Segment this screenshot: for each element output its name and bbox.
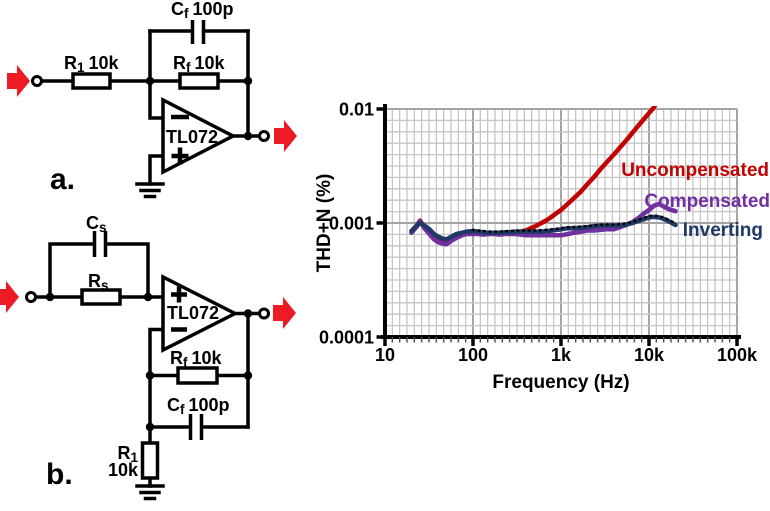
- x-tick-label: 100k: [717, 345, 758, 365]
- circuit-b: Cs Rs TL072 Rf 10k Cf 100p R1 10k b.: [25, 213, 270, 501]
- panel-label-b: b.: [46, 458, 73, 491]
- junction-dot: [145, 76, 155, 86]
- label-rf-b: Rf 10k: [170, 348, 223, 370]
- label-rf-a: Rf 10k: [173, 53, 226, 75]
- chart-curves: [409, 106, 678, 247]
- resistor-r1-a: [71, 72, 112, 90]
- output-terminal: [258, 130, 270, 142]
- circuit-a: Cf 100p R1 10k Rf 10k TL072 a.: [31, 0, 270, 199]
- junction-dot: [145, 371, 155, 380]
- label-r1-b-line2: 10k: [108, 460, 139, 480]
- resistor-rf-a: [178, 72, 220, 90]
- input-terminal: [31, 75, 43, 87]
- plus-input-icon: [171, 147, 189, 165]
- junction-dot: [143, 292, 153, 302]
- circuit-b-output-arrow: [273, 297, 296, 329]
- panel-label-a: a.: [50, 163, 75, 196]
- plus-input-icon: [171, 286, 187, 303]
- signal-arrows: [0, 65, 297, 329]
- label-cs-b: Cs: [86, 213, 107, 235]
- junction-dot: [243, 76, 253, 86]
- capacitor-cf-a: [190, 20, 206, 44]
- ground-icon: [135, 484, 165, 501]
- legend-compensated: Compensated: [644, 191, 770, 212]
- input-terminal: [25, 291, 37, 303]
- label-cf-b: Cf 100p: [167, 395, 230, 417]
- output-terminal: [258, 307, 270, 320]
- junction-dot: [45, 292, 55, 302]
- resistor-rs-b: [80, 288, 122, 306]
- chart-axes: [376, 104, 741, 346]
- curve-dotted-overlay: [471, 214, 677, 233]
- junction-dot: [243, 131, 253, 141]
- x-axis-label: Frequency (Hz): [492, 372, 629, 393]
- junction-dot: [243, 371, 253, 380]
- wire: [148, 29, 165, 120]
- curve-uncompensated: [409, 106, 658, 243]
- legend-uncompensated: Uncompensated: [621, 160, 769, 181]
- wire: [148, 327, 165, 445]
- circuit-b-input-arrow: [0, 281, 19, 313]
- label-opamp-a: TL072: [166, 127, 218, 147]
- label-opamp-b: TL072: [167, 303, 219, 323]
- resistor-rf-b: [176, 366, 219, 385]
- label-cf-a: Cf 100p: [171, 0, 234, 21]
- wire: [105, 242, 150, 299]
- circuit-a-output-arrow: [274, 120, 297, 152]
- y-tick-label: 0.0001: [319, 328, 374, 348]
- y-tick-label: 0.001: [329, 214, 374, 234]
- x-tick-label: 10: [375, 345, 395, 365]
- label-r1-a: R1 10k: [64, 53, 120, 75]
- circuit-a-input-arrow: [7, 65, 30, 97]
- x-tick-label: 100: [458, 345, 488, 365]
- capacitor-cf-b: [188, 414, 204, 440]
- wire: [148, 154, 165, 186]
- capacitor-cs-b: [92, 231, 108, 257]
- y-tick-label: 0.01: [339, 100, 374, 120]
- x-tick-label: 1k: [551, 345, 572, 365]
- curve-inverting: [409, 214, 678, 242]
- ground-icon: [135, 182, 165, 199]
- label-r1-b-line1: R1: [117, 443, 138, 465]
- x-tick-label: 10k: [634, 345, 665, 365]
- legend-inverting: Inverting: [683, 220, 763, 241]
- resistor-r1-b: [140, 441, 160, 480]
- label-rs-b: Rs: [88, 271, 109, 293]
- junction-dot: [145, 422, 155, 432]
- junction-dot: [243, 309, 253, 318]
- wire: [48, 242, 95, 299]
- y-axis-label: THD+N (%): [314, 174, 335, 273]
